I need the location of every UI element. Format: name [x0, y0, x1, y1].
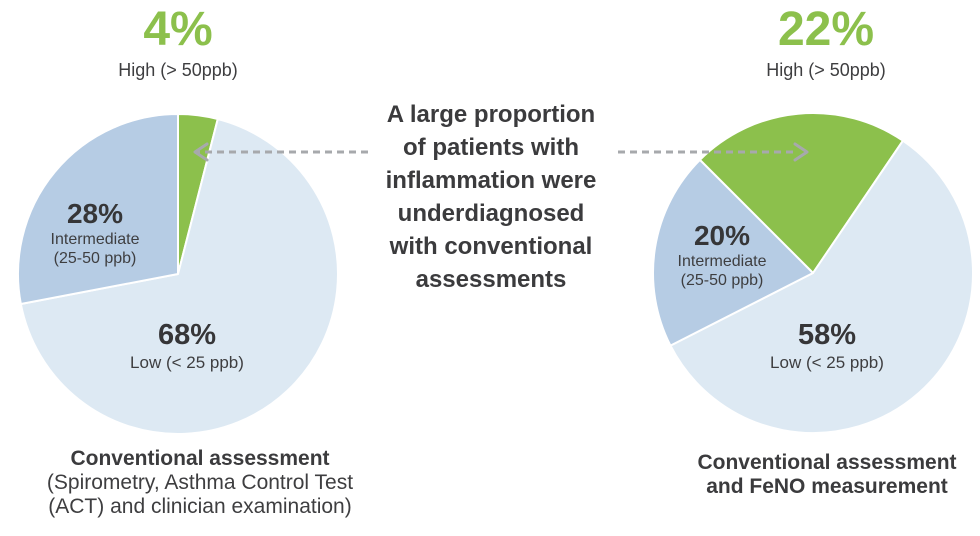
pie-slice-low: [19, 118, 339, 436]
left-pie-chart: [17, 113, 339, 436]
right-pie-chart: [652, 112, 975, 435]
right-intermediate-percentage: 20%: [693, 220, 751, 251]
right-highlight-percentage: 22%: [777, 3, 875, 56]
left-highlight-label: High (> 50ppb): [118, 60, 238, 80]
right-pie-caption: Conventional assessment and FeNO measure…: [632, 451, 980, 499]
right-pie-caption-title: Conventional assessment and FeNO measure…: [697, 451, 957, 498]
right-low-percentage: 58%: [797, 319, 857, 351]
left-intermediate-label-group: 28% Intermediate (25-50 ppb): [15, 198, 175, 268]
left-pie-caption-title: Conventional assessment: [70, 447, 330, 470]
pie-slice-low: [669, 139, 975, 435]
left-low-sublabel: Low (< 25 ppb): [130, 353, 244, 372]
left-highlight-percentage: 4%: [143, 3, 213, 56]
left-low-label-group: 68% Low (< 25 ppb): [97, 318, 277, 374]
right-intermediate-sublabel: Intermediate (25-50 ppb): [677, 253, 767, 289]
center-message: A large proportion of patients with infl…: [385, 101, 597, 293]
left-intermediate-sublabel: Intermediate (25-50 ppb): [50, 231, 140, 267]
right-highlight-label: High (> 50ppb): [766, 60, 886, 80]
left-pie-caption: Conventional assessment (Spirometry, Ast…: [5, 447, 395, 519]
right-intermediate-label-group: 20% Intermediate (25-50 ppb): [642, 220, 802, 290]
left-pie-caption-subtitle: (Spirometry, Asthma Control Test (ACT) a…: [46, 471, 354, 518]
pie-slice-intermediate: [17, 113, 179, 305]
left-low-percentage: 68%: [157, 319, 217, 351]
right-low-sublabel: Low (< 25 ppb): [770, 353, 884, 372]
pie-slice-intermediate: [652, 158, 814, 347]
left-intermediate-percentage: 28%: [66, 198, 124, 229]
right-low-label-group: 58% Low (< 25 ppb): [737, 318, 917, 374]
